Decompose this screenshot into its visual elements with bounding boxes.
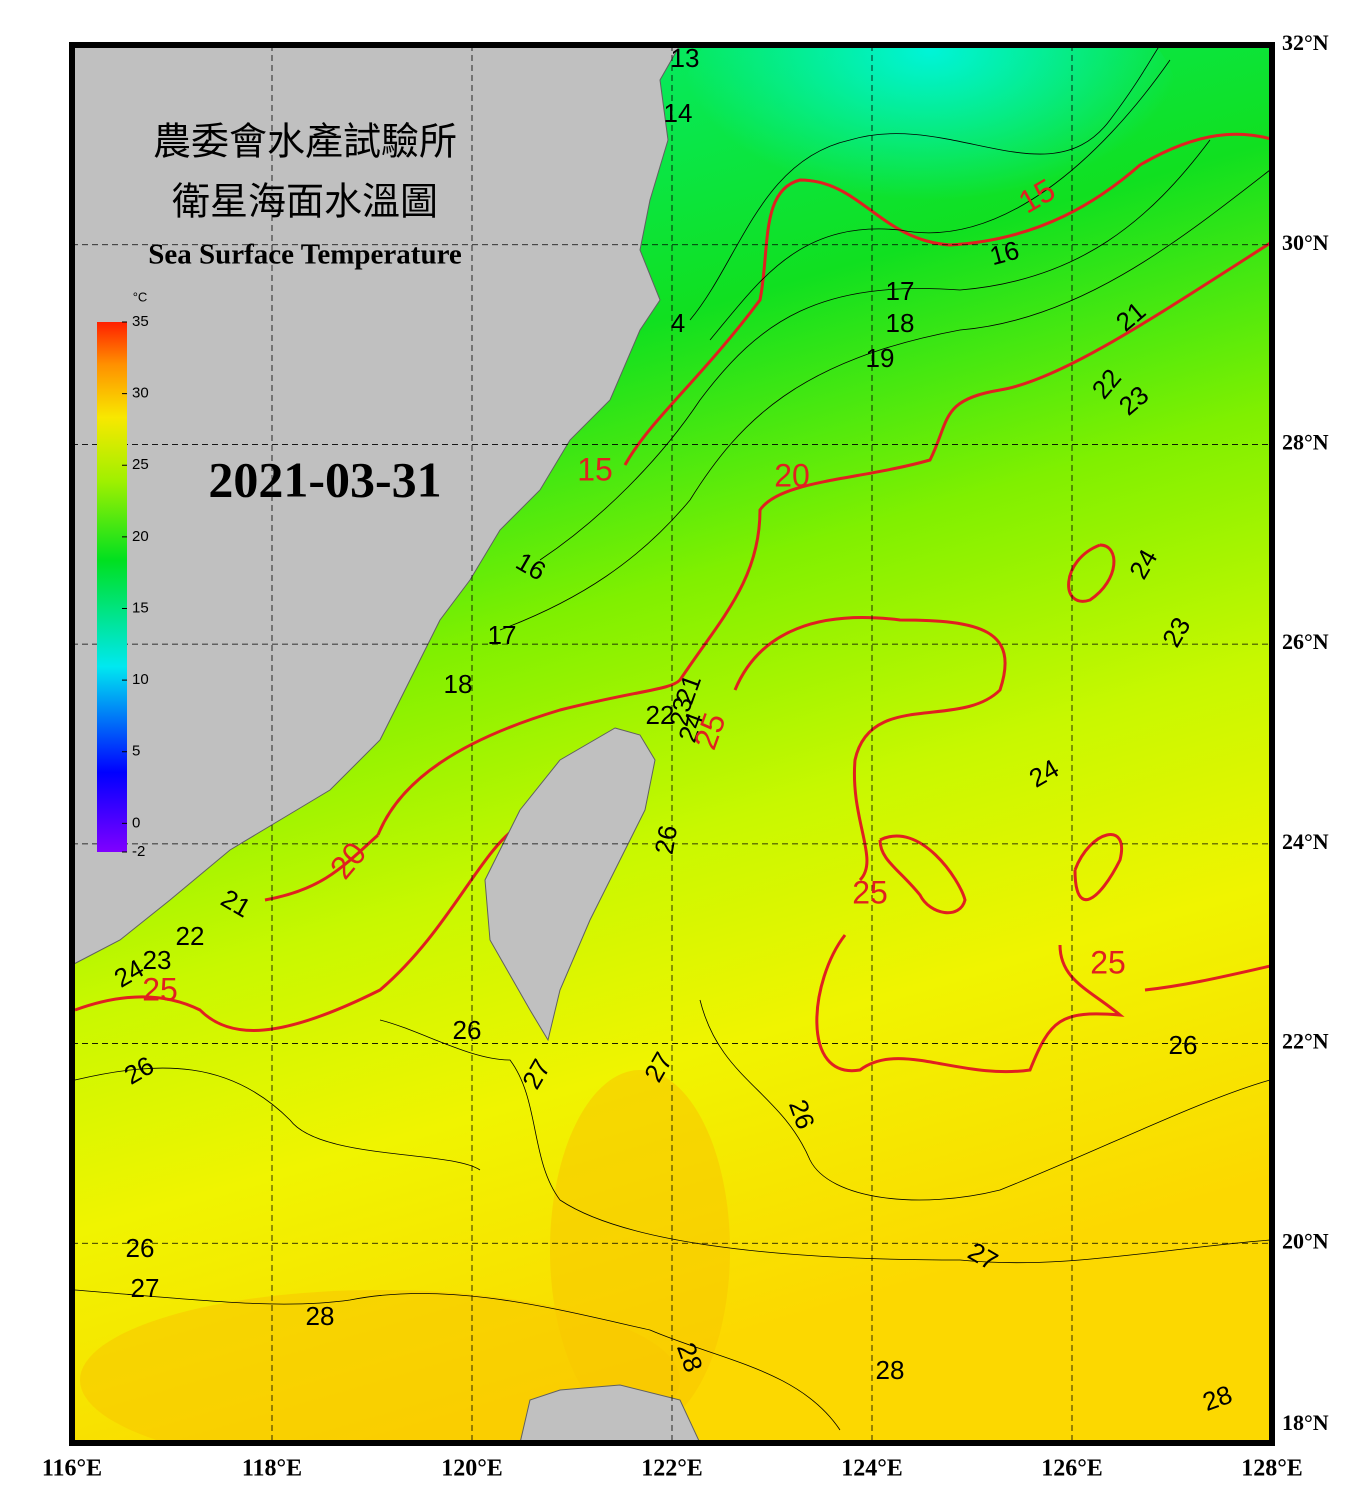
lon-label: 116°E xyxy=(42,1456,102,1482)
contour-label: 27 xyxy=(131,1273,160,1303)
warm-water xyxy=(550,1070,730,1430)
contour-label: 18 xyxy=(886,308,915,338)
colorbar-unit: °C xyxy=(133,289,148,304)
contour-label: 14 xyxy=(664,98,693,128)
contour-label: 25 xyxy=(1090,944,1126,980)
axes: 116°E 118°E 120°E 122°E 124°E 126°E 128°E 18°N 2… xyxy=(42,30,1329,1481)
contour-label: 23 xyxy=(664,695,699,729)
isotherms-major xyxy=(74,132,1272,1074)
title-zh: 衛星海面水溫圖 xyxy=(172,180,438,224)
lat-label: 32°N xyxy=(1282,30,1329,55)
lat-label: 20°N xyxy=(1282,1228,1329,1253)
colorbar xyxy=(97,322,127,852)
lon-label: 120°E xyxy=(441,1456,503,1482)
isotherms-minor xyxy=(74,45,1271,1431)
contour-label: 13 xyxy=(671,43,700,73)
colorbar-tick-label: 15 xyxy=(132,599,149,616)
lat-label: 26°N xyxy=(1282,629,1329,654)
colorbar-tick-label: 25 xyxy=(132,456,149,473)
contour-label: 22 xyxy=(176,921,205,951)
lat-label: 24°N xyxy=(1282,829,1329,854)
contour-label: 17 xyxy=(886,276,915,306)
title-zh: 農委會水產試驗所 xyxy=(153,120,457,164)
lat-label: 30°N xyxy=(1282,230,1329,255)
lon-label: 122°E xyxy=(641,1456,703,1482)
contour-label: 17 xyxy=(488,620,517,650)
lon-label: 126°E xyxy=(1041,1456,1103,1482)
colorbar-tick-label: 35 xyxy=(132,313,149,330)
land xyxy=(72,45,701,1443)
contour-label: 26 xyxy=(126,1233,155,1263)
colorbar-tick-label: -2 xyxy=(132,843,145,860)
contour-label: 26 xyxy=(649,823,684,857)
lon-label: 128°E xyxy=(1241,1456,1303,1482)
contour-label: 4 xyxy=(671,308,685,338)
lat-label: 28°N xyxy=(1282,429,1329,454)
contour-label: 26 xyxy=(1169,1030,1198,1060)
cold-water xyxy=(680,45,1180,260)
title-en: Sea Surface Temperature xyxy=(148,239,462,271)
colorbar-tick-label: 30 xyxy=(132,385,149,402)
lat-label: 22°N xyxy=(1282,1029,1329,1054)
contour-label: 20 xyxy=(774,457,810,493)
lon-label: 118°E xyxy=(242,1456,302,1482)
date: 2021-03-31 xyxy=(208,451,441,507)
contour-label: 23 xyxy=(143,945,172,975)
lon-label: 124°E xyxy=(841,1456,903,1482)
contour-label: 18 xyxy=(444,669,473,699)
colorbar-tick-label: 10 xyxy=(132,671,149,688)
frame xyxy=(69,42,1275,1446)
colorbar-tick-label: 5 xyxy=(132,743,140,760)
colorbar-tick-label: 0 xyxy=(132,814,140,831)
colorbar-tick-label: 20 xyxy=(132,528,149,545)
contour-label: 15 xyxy=(577,451,613,487)
contour-label: 19 xyxy=(866,343,895,373)
contour-label: 26 xyxy=(453,1015,482,1045)
grid xyxy=(72,45,1272,1443)
contour-label: 28 xyxy=(306,1301,335,1331)
contour-label: 25 xyxy=(142,971,178,1007)
contour-label: 22 xyxy=(646,700,675,730)
contour-label: 28 xyxy=(876,1355,905,1385)
contour-label: 25 xyxy=(852,874,888,910)
lat-label: 18°N xyxy=(1282,1410,1329,1435)
